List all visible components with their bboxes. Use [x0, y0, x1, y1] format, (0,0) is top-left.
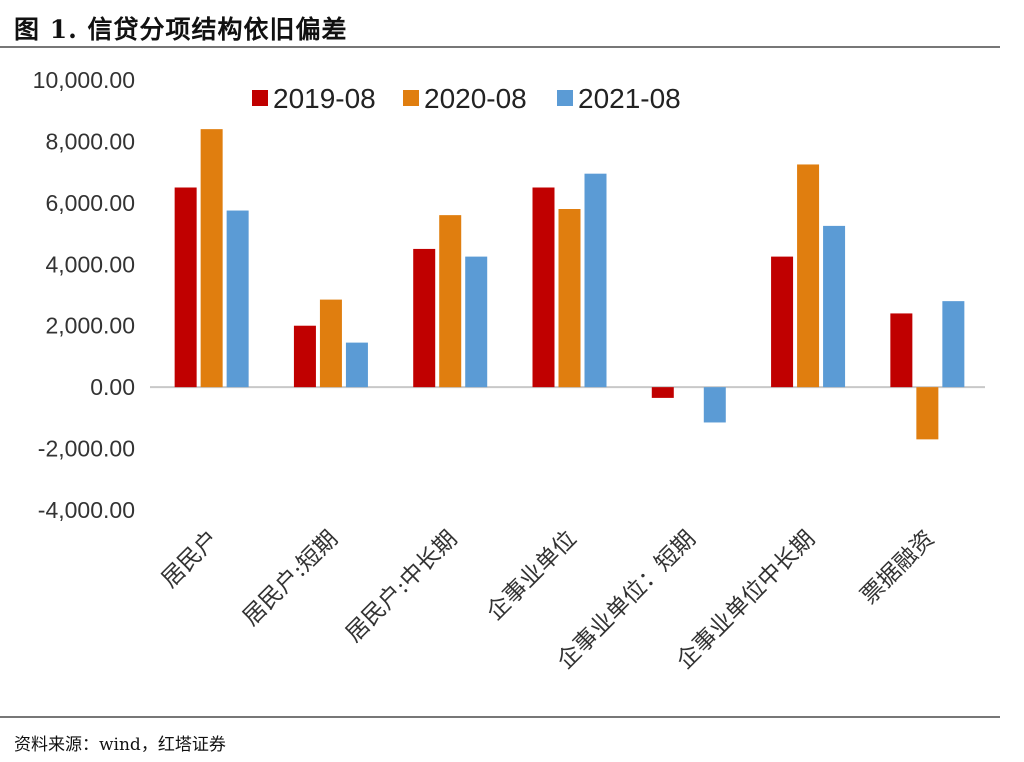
bar-2019-08-2	[413, 248, 436, 388]
category-label: 居民户:短期	[238, 526, 343, 631]
y-axis: 10,000.00 8,000.00 6,000.00 4,000.00 2,000.0…	[33, 67, 135, 523]
y-tick-label: -2,000.00	[38, 436, 135, 462]
bar-2021-08-5	[823, 225, 846, 388]
legend-swatch	[557, 90, 573, 106]
legend-label: 2019-08	[273, 83, 376, 114]
bar-2021-08-0	[226, 210, 249, 388]
source-note: 资料来源：wind，红塔证券	[14, 735, 226, 755]
bar-2021-08-6	[942, 301, 965, 388]
category-label: 居民户:中长期	[341, 526, 462, 647]
y-tick-label: 4,000.00	[45, 251, 135, 277]
y-tick-label: 10,000.00	[33, 67, 135, 93]
legend-label: 2020-08	[424, 83, 527, 114]
bar-2020-08-0	[200, 129, 223, 388]
category-label: 票据融资	[856, 526, 939, 609]
title-rule	[0, 46, 1000, 48]
y-tick-label: 6,000.00	[45, 190, 135, 216]
legend-swatch	[403, 90, 419, 106]
bar-2021-08-3	[584, 173, 607, 388]
bars	[174, 129, 965, 440]
bar-2019-08-5	[771, 256, 794, 388]
bar-2019-08-4	[651, 387, 674, 398]
bar-chart: 10,000.00 8,000.00 6,000.00 4,000.00 2,000.0…	[33, 67, 985, 674]
bar-2020-08-2	[439, 215, 462, 388]
legend-label: 2021-08	[578, 83, 681, 114]
bar-2019-08-1	[293, 325, 316, 388]
bar-2021-08-4	[703, 387, 726, 423]
bar-2019-08-0	[174, 187, 197, 388]
y-tick-label: 2,000.00	[45, 313, 135, 339]
bar-2020-08-1	[319, 299, 342, 388]
y-tick-label: 0.00	[90, 374, 135, 400]
category-label: 企事业单位	[482, 526, 582, 626]
bar-2020-08-5	[797, 164, 820, 388]
bar-2020-08-6	[916, 387, 939, 440]
bar-2019-08-6	[890, 313, 913, 388]
legend-swatch	[252, 90, 268, 106]
y-tick-label: -4,000.00	[38, 497, 135, 523]
category-label: 居民户	[157, 526, 224, 593]
bar-2021-08-2	[465, 256, 488, 388]
bar-2019-08-3	[532, 187, 555, 388]
figure-title: 图 1. 信贷分项结构依旧偏差	[14, 15, 348, 44]
legend: 2019-08 2020-08 2021-08	[252, 83, 681, 114]
bar-2020-08-3	[558, 209, 581, 388]
bar-2021-08-1	[345, 342, 368, 388]
y-tick-label: 8,000.00	[45, 128, 135, 154]
source-rule	[0, 716, 1000, 718]
